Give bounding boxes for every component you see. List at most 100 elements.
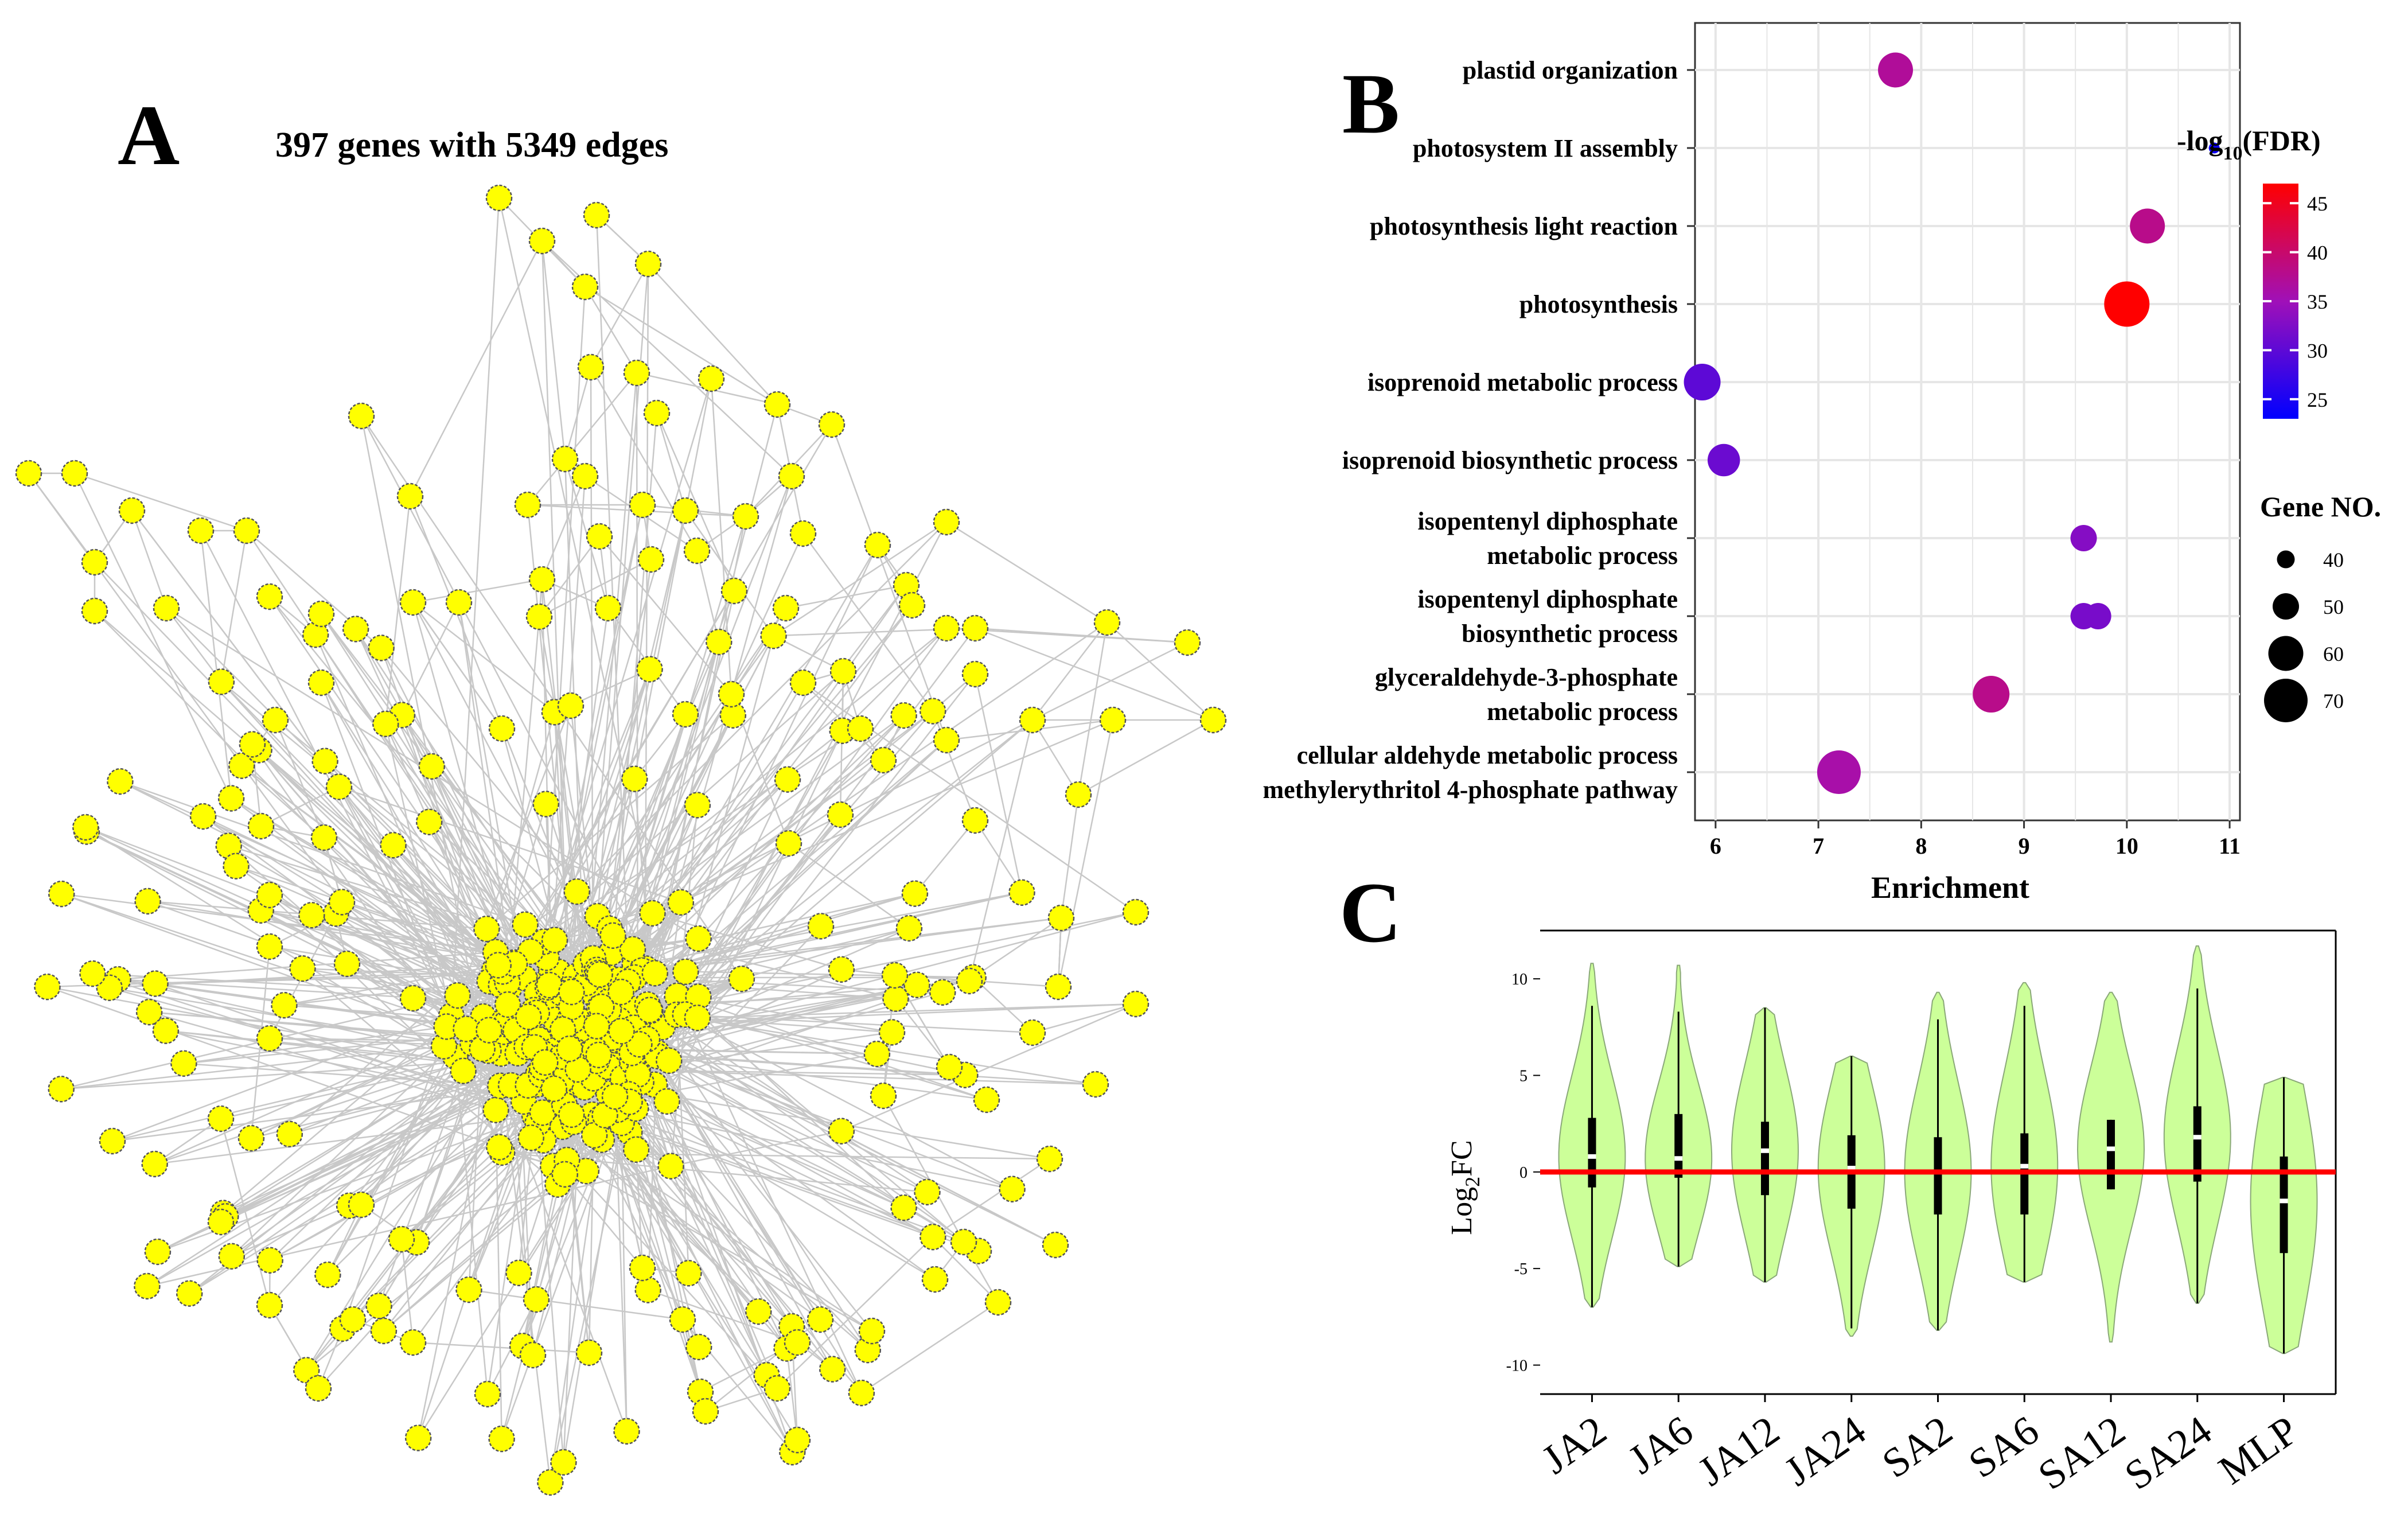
gene-node xyxy=(760,622,787,649)
gene-node xyxy=(473,915,500,943)
enrichment-point xyxy=(1684,364,1721,400)
size-legend-dot xyxy=(2268,636,2304,671)
gene-node xyxy=(933,726,960,754)
gene-node xyxy=(667,889,695,916)
gene-node xyxy=(144,1238,172,1266)
network-edge xyxy=(311,914,447,1027)
gene-node xyxy=(933,508,960,536)
network-edge xyxy=(539,536,600,617)
gene-node xyxy=(1082,1071,1109,1098)
y-tick-label: 0 xyxy=(1519,1164,1528,1182)
enrichment-point xyxy=(2104,281,2150,327)
network-edge xyxy=(220,1084,529,1223)
network-edge xyxy=(773,521,947,637)
gene-node xyxy=(684,792,711,819)
gene-node xyxy=(187,517,215,544)
network-edge xyxy=(131,510,167,609)
network-edge xyxy=(637,1074,793,1327)
network-edge xyxy=(696,550,720,643)
network-edge xyxy=(548,476,586,986)
gene-node xyxy=(134,1272,161,1300)
network-edge xyxy=(914,820,976,894)
panel-b-letter: B xyxy=(1342,56,1400,151)
enrichment-point xyxy=(2130,208,2165,244)
network-nodes xyxy=(15,184,1227,1496)
gene-node xyxy=(48,1076,75,1103)
gene-node xyxy=(256,881,283,909)
gene-node xyxy=(639,900,666,927)
violin-x-tick-label: SA12 xyxy=(2030,1407,2133,1499)
network-edge xyxy=(974,674,1023,893)
gene-node xyxy=(1122,990,1150,1018)
gene-node xyxy=(828,956,855,983)
network-edge xyxy=(539,558,652,618)
dotplot-grid xyxy=(1687,22,2241,822)
network-edge xyxy=(502,1151,1050,1160)
colorbar-tick-label: 40 xyxy=(2307,242,2328,264)
gene-node xyxy=(745,1298,772,1325)
panel-c-letter: C xyxy=(1339,865,1402,960)
gene-node xyxy=(961,614,989,642)
gene-node xyxy=(619,936,646,963)
gene-node xyxy=(656,1047,683,1075)
gene-node xyxy=(622,1136,650,1163)
violin-median xyxy=(2193,1135,2202,1140)
violin-x-tick-label: JA6 xyxy=(1620,1407,1701,1483)
dotplot-x-ticks: 6 7 8 9 10 11 xyxy=(1710,820,2241,859)
gene-node xyxy=(586,523,613,550)
network-edge xyxy=(378,1071,464,1306)
network-edge xyxy=(972,976,1033,1033)
gene-node xyxy=(365,1293,392,1320)
network-edge xyxy=(644,263,649,1026)
gene-node xyxy=(256,1025,283,1052)
gene-node xyxy=(99,1127,126,1155)
gene-node xyxy=(532,791,559,818)
violin-x-tick-label: JA2 xyxy=(1534,1407,1615,1483)
go-term-label: cellular aldehyde metabolic process methy… xyxy=(1263,741,1678,804)
gene-node xyxy=(901,880,929,907)
network-edge xyxy=(597,476,793,983)
violin-shapes xyxy=(1540,945,2336,1354)
network-edge xyxy=(412,602,503,729)
network-edge xyxy=(306,1030,517,1371)
network-edge xyxy=(401,602,460,715)
gene-node xyxy=(223,853,250,879)
gene-node xyxy=(237,1124,265,1152)
gene-node xyxy=(325,773,353,800)
gene-node xyxy=(333,950,361,978)
gene-node xyxy=(1019,706,1046,734)
gene-node xyxy=(672,958,699,986)
violin-y-ticks: 10 5 0 -5 -10 xyxy=(1506,971,1540,1375)
gene-node xyxy=(519,1341,547,1369)
network-edge xyxy=(457,719,1113,997)
gene-node xyxy=(218,1243,246,1270)
gene-node xyxy=(523,1286,550,1313)
network-edges xyxy=(28,197,1214,1483)
gene-node xyxy=(34,973,61,1001)
network-edge xyxy=(788,842,910,929)
gene-node xyxy=(256,1291,283,1319)
gene-node xyxy=(623,359,650,387)
gene-node xyxy=(585,1041,612,1069)
gene-node xyxy=(1045,973,1072,1001)
gene-node xyxy=(895,914,923,942)
gene-node xyxy=(732,503,759,530)
gene-node xyxy=(541,927,568,953)
colorbar-tick-label: 35 xyxy=(2307,290,2328,313)
network-edge xyxy=(1077,622,1108,795)
network-edge xyxy=(545,504,644,958)
violin-box xyxy=(2280,1156,2288,1254)
network-edge xyxy=(284,964,498,1006)
gene-node xyxy=(864,531,891,559)
gene-node xyxy=(368,635,395,661)
gene-node xyxy=(763,1375,791,1402)
gene-node xyxy=(936,1053,963,1081)
gene-node xyxy=(540,1075,568,1102)
gene-node xyxy=(818,411,845,438)
network-edge xyxy=(74,472,247,532)
dotplot-x-axis-label: Enrichment xyxy=(1871,870,2029,905)
gene-node xyxy=(881,962,909,989)
network-edge xyxy=(324,761,467,1030)
gene-node xyxy=(262,706,289,734)
network-edge xyxy=(1032,1003,1136,1034)
